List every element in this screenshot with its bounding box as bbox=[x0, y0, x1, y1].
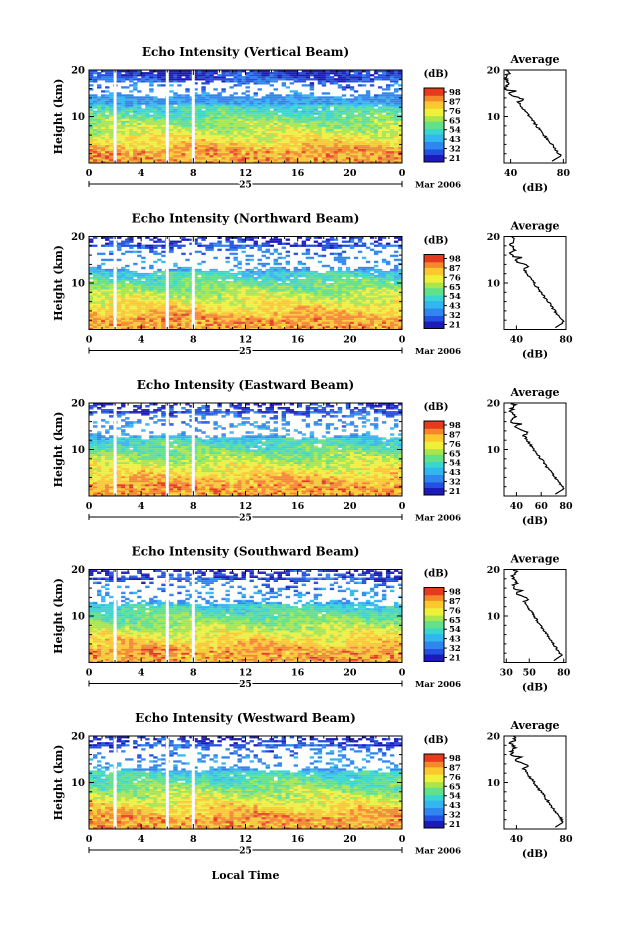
heatmap-texture bbox=[89, 70, 402, 163]
panel-2: Echo Intensity (Northward Beam)1020Heigh… bbox=[52, 212, 573, 361]
colorbar-tick-label: 98 bbox=[449, 88, 461, 98]
colorbar-segment bbox=[424, 108, 444, 111]
average-profile-line bbox=[503, 69, 562, 162]
colorbar-segment bbox=[424, 147, 444, 150]
average-profile: Average 10 20 40 80 (dB) bbox=[487, 53, 571, 194]
colorbar-tick-label: 76 bbox=[449, 107, 461, 117]
colorbar-segment bbox=[424, 152, 444, 155]
colorbar-segment bbox=[424, 149, 444, 152]
date-label: Mar 2006 bbox=[415, 181, 461, 191]
colorbar-segment bbox=[424, 106, 444, 109]
echo-heatmap bbox=[89, 70, 403, 164]
data-gap bbox=[191, 70, 195, 163]
day-label: 25 bbox=[239, 181, 252, 191]
y-tick-label: 20 bbox=[71, 66, 85, 77]
y-tick-label: 10 bbox=[71, 112, 85, 123]
x-tick-label: 8 bbox=[190, 168, 197, 179]
colorbar-segment bbox=[424, 137, 444, 141]
panel-1: Echo Intensity (Vertical Beam) 10 20 Height… bbox=[52, 45, 570, 194]
colorbar-segment bbox=[424, 88, 444, 91]
colorbar-segment bbox=[424, 113, 444, 117]
colorbar-segment bbox=[424, 141, 444, 144]
colorbar-tick-label: 43 bbox=[449, 135, 461, 145]
average-title: Average bbox=[509, 53, 559, 66]
colorbar-tick-label: 65 bbox=[449, 116, 461, 126]
colorbar-segment bbox=[424, 160, 444, 163]
x-tick-label: 0 bbox=[399, 168, 406, 179]
colorbar-segment bbox=[424, 89, 444, 93]
colorbar-segment bbox=[424, 93, 444, 96]
colorbar-segment bbox=[424, 158, 444, 161]
avg-y-tick-label: 20 bbox=[487, 66, 501, 77]
x-tick-label: 0 bbox=[86, 168, 93, 179]
colorbar-segment bbox=[424, 95, 444, 98]
colorbar-segment bbox=[424, 150, 444, 154]
colorbar-segment bbox=[424, 110, 444, 113]
colorbar-segment bbox=[424, 115, 444, 118]
x-tick-label: 16 bbox=[291, 168, 305, 179]
colorbar-unit: (dB) bbox=[424, 69, 449, 80]
colorbar-segment bbox=[424, 121, 444, 124]
average-frame bbox=[503, 69, 567, 164]
colorbar-tick-label: 32 bbox=[449, 145, 461, 155]
panel-title: Echo Intensity (Vertical Beam) bbox=[142, 45, 349, 59]
colorbar-segment bbox=[424, 154, 444, 157]
colorbar-segment bbox=[424, 130, 444, 133]
average-xlabel: (dB) bbox=[522, 182, 548, 194]
colorbar-segment bbox=[424, 139, 444, 143]
colorbar-segment bbox=[424, 112, 444, 115]
colorbar-segment bbox=[424, 145, 444, 148]
avg-y-tick-label: 10 bbox=[487, 112, 501, 123]
y-axis-label: Height (km) bbox=[52, 79, 65, 155]
x-tick-label: 4 bbox=[138, 168, 145, 179]
avg-x-tick-label: 40 bbox=[504, 168, 518, 179]
colorbar-segment bbox=[424, 99, 444, 102]
echo-heatmap bbox=[89, 236, 403, 330]
colorbar-segment bbox=[424, 132, 444, 135]
colorbar-segment bbox=[424, 100, 444, 104]
colorbar-segment bbox=[424, 156, 444, 159]
colorbar-segment bbox=[424, 97, 444, 100]
panel-title: Echo Intensity (Northward Beam) bbox=[132, 212, 360, 226]
colorbar-segment bbox=[424, 117, 444, 120]
x-tick-label: 12 bbox=[239, 168, 252, 179]
colorbar-segment bbox=[424, 119, 444, 122]
colorbar-segment bbox=[424, 125, 444, 128]
colorbar-segment bbox=[424, 126, 444, 130]
colorbar-tick-label: 21 bbox=[449, 154, 461, 164]
colorbar-tick-label: 54 bbox=[449, 126, 461, 136]
colorbar-segment bbox=[424, 128, 444, 131]
colorbar-segment bbox=[424, 123, 444, 126]
data-gap bbox=[113, 70, 117, 163]
avg-x-tick-label: 80 bbox=[557, 168, 571, 179]
colorbar-frame bbox=[423, 87, 445, 163]
colorbar-segment bbox=[424, 104, 444, 107]
colorbar-segment bbox=[424, 91, 444, 94]
colorbar-segment bbox=[424, 143, 444, 146]
colorbar-segment bbox=[424, 136, 444, 139]
colorbar-segment bbox=[424, 102, 444, 106]
colorbar-tick-label: 87 bbox=[449, 97, 461, 107]
data-gap bbox=[165, 70, 169, 163]
colorbar-segment bbox=[424, 134, 444, 137]
x-tick-label: 20 bbox=[343, 168, 357, 179]
